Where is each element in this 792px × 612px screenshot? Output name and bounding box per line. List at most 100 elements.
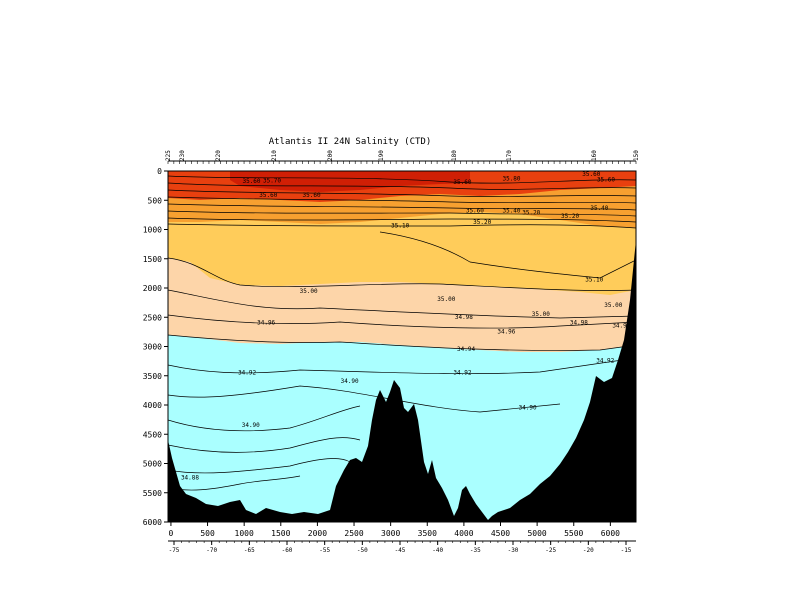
longitude-tick-label: -30 [508,547,519,554]
x-tick-label: 2500 [344,529,363,538]
x-tick-label: 1000 [235,529,254,538]
longitude-tick-label: -50 [357,547,368,554]
longitude-tick-label: -60 [282,547,293,554]
x-tick-label: 0 [169,529,174,538]
contour-line [168,196,636,204]
station-tick-label: 200 [327,150,334,161]
contour-label: 35.60 [466,207,484,214]
station-tick-label: 210 [271,150,278,161]
x-tick-label: 4000 [454,529,473,538]
bathymetry [168,240,636,522]
y-axis: 0 500 1000 1500 2000 2500 3000 3500 4000 4500 5000… [143,167,168,527]
station-tick-label: 220 [215,150,222,161]
y-tick-label: 4500 [143,430,162,439]
station-axis: 225 230 220 210 200 190 180 170 160 150 [165,150,640,164]
longitude-tick-label: -55 [319,547,330,554]
contour-label: 35.00 [437,296,455,303]
y-tick-label: 0 [157,167,162,176]
contour-label: 35.70 [263,177,281,184]
y-tick-label: 2500 [143,313,162,322]
x-tick-label: 6000 [601,529,620,538]
contour-line [168,182,636,190]
y-tick-label: 5500 [143,489,162,498]
contour-label: 35.10 [585,276,603,283]
contour-line [168,217,636,223]
station-tick-label: 180 [451,150,458,161]
contour-label: 35.40 [502,207,520,214]
longitude-tick-label: -75 [169,547,180,554]
contour-line-35-00 [168,257,636,291]
x-axis: 0 500 1000 1500 2000 2500 3000 3500 4000 4500 5000… [169,522,620,538]
contour-label: 35.60 [259,192,277,199]
x-tick-label: 500 [200,529,215,538]
contour-label: 34.90 [242,422,260,429]
contour-label: 35.60 [582,171,600,178]
x-tick-label: 2000 [308,529,327,538]
longitude-tick-label: -65 [244,547,255,554]
contour-line-34-96 [168,314,636,329]
contour-label: 34.98 [570,320,588,327]
station-tick-label: 230 [179,150,186,161]
contour-label: 34.98 [455,314,473,321]
contour-line-34-88 [168,475,301,491]
contour-label: 35.60 [453,179,471,186]
y-tick-label: 6000 [143,518,162,527]
x-tick-label: 5500 [564,529,583,538]
y-tick-label: 1500 [143,255,162,264]
contour-label: 35.80 [502,176,520,183]
contour-label: 34.96 [497,328,515,335]
station-tick-label: 160 [591,150,598,161]
salinity-fill-35-80 [230,171,470,192]
contour-label: 34.88 [181,475,199,482]
contour-label: 34.90 [519,404,537,411]
chart-title: Atlantis II 24N Salinity (CTD) [269,137,432,147]
station-tick-label: 190 [378,150,385,161]
contour-line [168,203,636,211]
x-tick-label: 5000 [527,529,546,538]
x-tick-label: 1500 [271,529,290,538]
y-tick-label: 5000 [143,460,162,469]
contour-label: 35.10 [391,222,409,229]
contour-label: 34.94 [612,323,630,330]
contour-label: 35.20 [522,210,540,217]
longitude-tick-label: -20 [583,547,594,554]
x-tick-label: 4500 [491,529,510,538]
contour-line [168,189,636,197]
contour-label: 34.90 [341,378,359,385]
contour-label: 35.00 [604,302,622,309]
x-tick-label: 3000 [381,529,400,538]
y-tick-label: 4000 [143,401,162,410]
contour-line [168,458,351,474]
contour-label: 34.92 [238,369,256,376]
contour-line [168,223,636,229]
contour-label: 35.40 [590,205,608,212]
longitude-tick-label: -45 [395,547,406,554]
y-tick-label: 3000 [143,343,162,352]
contour-label: 35.60 [242,178,260,185]
contour-lines [168,175,636,491]
station-tick-label: 170 [506,150,513,161]
longitude-tick-label: -70 [206,547,217,554]
contour-label: 35.00 [300,288,318,295]
contour-label: 35.20 [473,219,491,226]
station-tick-label: 225 [165,150,172,161]
longitude-tick-label: -35 [470,547,481,554]
x-tick-label: 3500 [418,529,437,538]
station-tick-label: 150 [633,150,640,161]
contour-label: 35.60 [303,192,321,199]
longitude-tick-label: -25 [545,547,556,554]
longitude-tick-label: -40 [432,547,443,554]
longitude-tick-label: -15 [621,547,632,554]
contour-label: 35.60 [597,176,615,183]
contour-line-35-10 [379,231,636,279]
contour-label: 35.00 [532,311,550,318]
contour-line [168,210,636,217]
contour-label: 34.96 [257,320,275,327]
contour-line-34-94 [168,334,636,351]
contour-label: 34.92 [596,358,614,365]
y-tick-label: 1000 [143,226,162,235]
y-tick-label: 500 [148,196,163,205]
y-tick-label: 2000 [143,284,162,293]
